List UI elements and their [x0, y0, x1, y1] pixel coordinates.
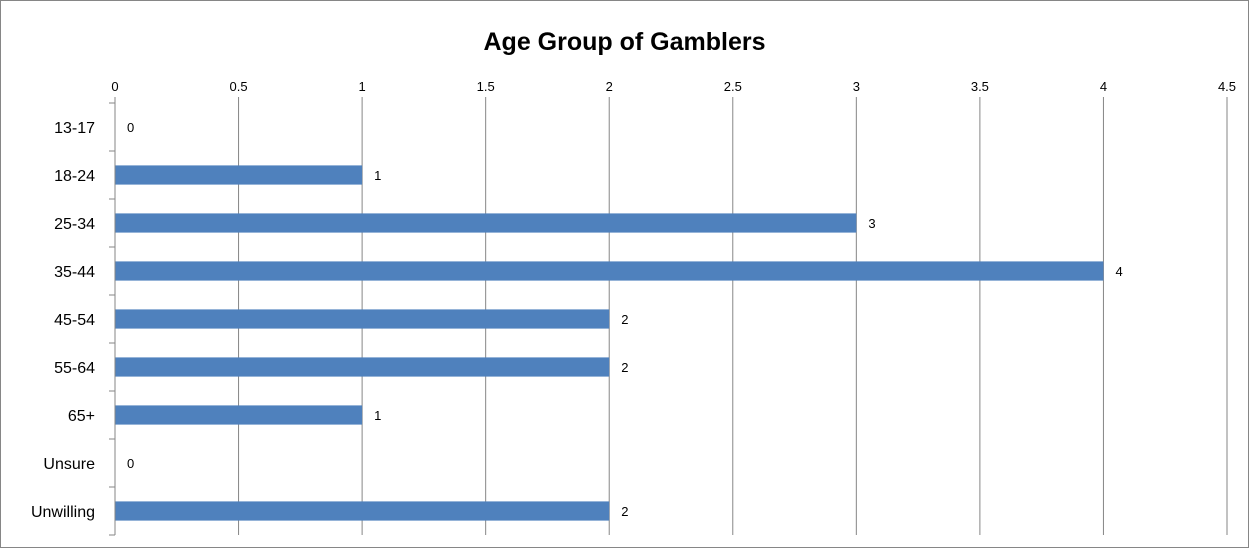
- axes: [109, 97, 1228, 536]
- bar-45-54: [115, 309, 610, 329]
- x-tick-label: 4: [1100, 79, 1107, 94]
- x-tick-label: 2.5: [724, 79, 742, 94]
- chart-title: Age Group of Gamblers: [483, 28, 766, 56]
- x-tick-label: 4.5: [1218, 79, 1236, 94]
- category-label: 55-64: [54, 360, 95, 377]
- x-tick-label: 3: [853, 79, 860, 94]
- data-label: 1: [374, 168, 381, 183]
- category-label: 25-34: [54, 216, 95, 233]
- bars: [115, 165, 1104, 521]
- bar-35-44: [115, 261, 1104, 281]
- bar-65+: [115, 405, 363, 425]
- category-label: 45-54: [54, 312, 95, 329]
- data-label: 3: [868, 216, 875, 231]
- data-label: 4: [1115, 264, 1122, 279]
- data-label: 2: [621, 312, 628, 327]
- data-label: 2: [621, 504, 628, 519]
- category-label: 35-44: [54, 264, 95, 281]
- data-label: 2: [621, 360, 628, 375]
- x-tick-label: 1: [358, 79, 365, 94]
- category-label: Unwilling: [31, 504, 95, 521]
- labels: 0 0.5 1 1.5 2 2.5 3 3.5 4 4.5 13-17 0 18-24 1 25-34 3 35…: [31, 79, 1236, 521]
- bar-Unwilling: [115, 501, 610, 521]
- category-label: 65+: [68, 408, 95, 425]
- category-label: Unsure: [43, 456, 95, 473]
- x-tick-label: 1.5: [477, 79, 495, 94]
- category-label: 18-24: [54, 168, 95, 185]
- bar-18-24: [115, 165, 363, 185]
- bar-25-34: [115, 213, 857, 233]
- x-tick-label: 0: [111, 79, 118, 94]
- data-label: 1: [374, 408, 381, 423]
- data-label: 0: [127, 456, 134, 471]
- x-tick-label: 2: [606, 79, 613, 94]
- category-label: 13-17: [54, 120, 95, 137]
- bar-55-64: [115, 357, 610, 377]
- data-label: 0: [127, 120, 134, 135]
- x-tick-label: 0.5: [230, 79, 248, 94]
- x-tick-label: 3.5: [971, 79, 989, 94]
